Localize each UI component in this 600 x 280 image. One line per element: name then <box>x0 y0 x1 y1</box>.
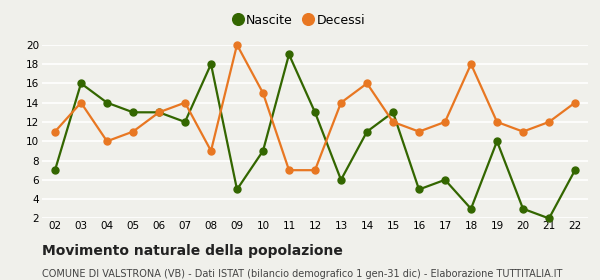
Nascite <box>467 207 475 211</box>
Nascite <box>77 82 85 85</box>
Decessi <box>233 43 241 46</box>
Nascite <box>337 178 344 181</box>
Decessi <box>545 120 553 124</box>
Nascite <box>442 178 449 181</box>
Nascite <box>311 111 319 114</box>
Nascite <box>52 169 59 172</box>
Decessi <box>415 130 422 133</box>
Legend: Nascite, Decessi: Nascite, Decessi <box>230 9 370 32</box>
Decessi <box>52 130 59 133</box>
Decessi <box>520 130 527 133</box>
Nascite <box>155 111 163 114</box>
Decessi <box>286 169 293 172</box>
Nascite <box>181 120 188 124</box>
Decessi <box>442 120 449 124</box>
Line: Nascite: Nascite <box>52 51 578 222</box>
Decessi <box>130 130 137 133</box>
Decessi <box>155 111 163 114</box>
Nascite <box>571 169 578 172</box>
Nascite <box>130 111 137 114</box>
Nascite <box>415 188 422 191</box>
Nascite <box>520 207 527 211</box>
Text: Movimento naturale della popolazione: Movimento naturale della popolazione <box>42 244 343 258</box>
Decessi <box>259 91 266 95</box>
Nascite <box>364 130 371 133</box>
Line: Decessi: Decessi <box>52 41 578 174</box>
Nascite <box>208 62 215 66</box>
Decessi <box>337 101 344 104</box>
Decessi <box>208 149 215 153</box>
Nascite <box>493 139 500 143</box>
Nascite <box>545 217 553 220</box>
Decessi <box>311 169 319 172</box>
Decessi <box>467 62 475 66</box>
Decessi <box>364 82 371 85</box>
Nascite <box>103 101 110 104</box>
Text: COMUNE DI VALSTRONA (VB) - Dati ISTAT (bilancio demografico 1 gen-31 dic) - Elab: COMUNE DI VALSTRONA (VB) - Dati ISTAT (b… <box>42 269 562 279</box>
Nascite <box>259 149 266 153</box>
Decessi <box>181 101 188 104</box>
Decessi <box>493 120 500 124</box>
Nascite <box>286 53 293 56</box>
Decessi <box>571 101 578 104</box>
Decessi <box>77 101 85 104</box>
Decessi <box>389 120 397 124</box>
Nascite <box>389 111 397 114</box>
Nascite <box>233 188 241 191</box>
Decessi <box>103 139 110 143</box>
